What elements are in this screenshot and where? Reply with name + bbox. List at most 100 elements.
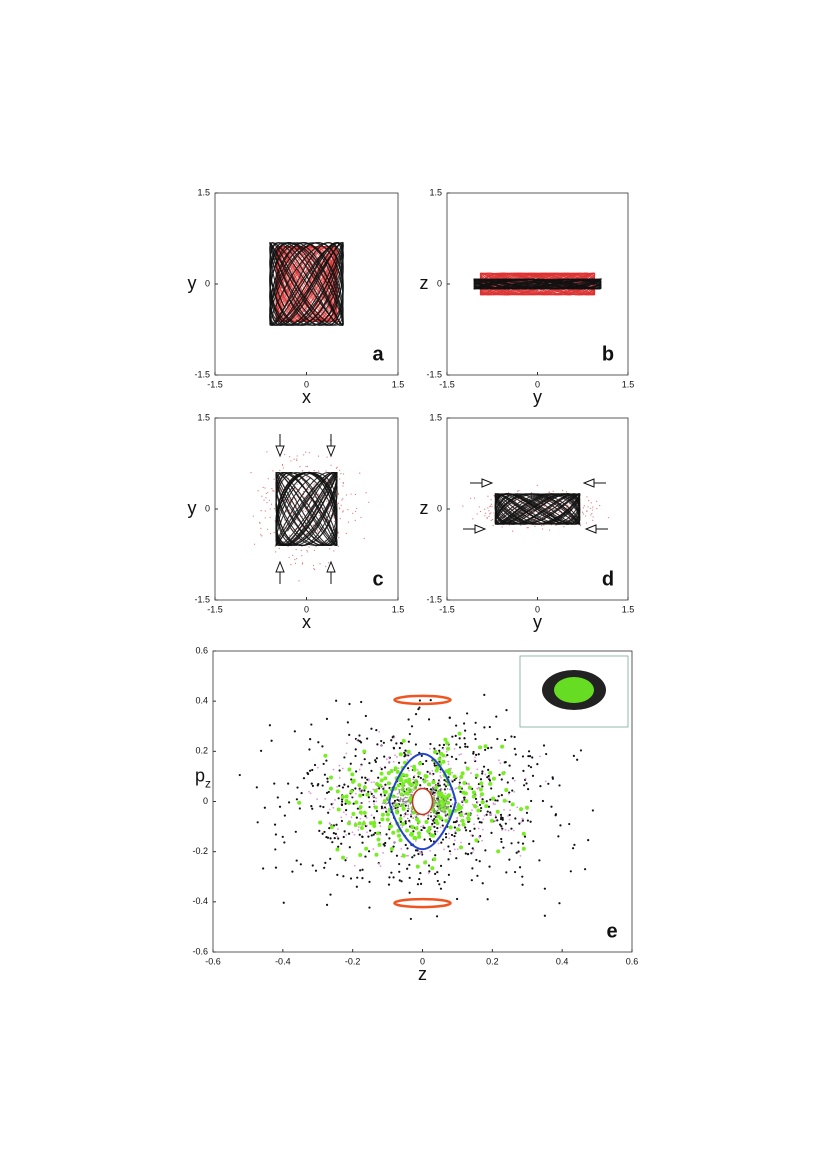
cloud-dot (486, 776, 489, 779)
cloud-dot (351, 811, 356, 816)
orbit-dot (331, 510, 333, 512)
cloud-dot (513, 870, 517, 874)
arrow (326, 560, 336, 584)
orbit-dot (295, 548, 297, 551)
orbit-dot (486, 516, 488, 519)
cloud-dot (487, 774, 490, 778)
cloud-dot (446, 788, 449, 790)
cloud-dot (300, 791, 303, 795)
cloud-dot (283, 841, 286, 844)
orbit-dot (360, 516, 362, 519)
cloud-dot (438, 883, 441, 886)
cloud-dot (418, 699, 422, 702)
cloud-dot (455, 724, 458, 727)
orbit-dot (306, 485, 308, 487)
cloud-dot (479, 792, 484, 797)
cloud-dot (437, 807, 440, 809)
orbit-dot (296, 459, 298, 462)
cloud-dot (527, 755, 530, 758)
orbit-dot (585, 522, 588, 524)
cloud-dot (432, 787, 434, 789)
x-tick-label: 1.5 (622, 379, 635, 389)
orbit-dot (314, 483, 316, 485)
cloud-dot (510, 735, 513, 738)
cloud-dot (507, 815, 509, 817)
cloud-dot (325, 759, 328, 762)
cloud-dot (357, 826, 360, 828)
cloud-dot (409, 917, 412, 921)
cloud-dot (390, 739, 393, 742)
cloud-dot (476, 787, 479, 790)
cloud-dot (367, 779, 370, 782)
cloud-dot (361, 868, 364, 871)
x-tick-label: 0.2 (486, 956, 499, 966)
cloud-dot (490, 831, 493, 834)
y-tick-label: -1.5 (426, 369, 442, 379)
cloud-dot (455, 820, 458, 823)
cloud-dot (426, 779, 429, 782)
x-tick-label: -0.2 (345, 956, 361, 966)
orbit-dot (302, 490, 305, 493)
cloud-dot (403, 813, 406, 816)
cloud-dot (433, 808, 436, 810)
cloud-dot (482, 818, 485, 821)
cloud-dot (338, 769, 341, 772)
cloud-dot (433, 814, 436, 817)
x-tick-label: -0.6 (205, 956, 221, 966)
cloud-dot (525, 782, 528, 785)
cloud-dot (403, 751, 406, 754)
cloud-dot (404, 753, 407, 756)
cloud-dot (296, 786, 299, 789)
cloud-dot (441, 796, 443, 799)
cloud-dot (340, 842, 343, 845)
cloud-dot (385, 803, 388, 805)
cloud-dot (383, 794, 386, 797)
orbit-dot (548, 509, 550, 511)
cloud-dot (364, 855, 367, 858)
cloud-dot (397, 761, 401, 764)
cloud-dot (404, 804, 407, 807)
cloud-dot (282, 901, 285, 904)
cloud-dot (360, 776, 364, 779)
orbit-dot (322, 507, 324, 509)
cloud-dot (508, 813, 511, 817)
cloud-dot (459, 790, 462, 793)
cloud-dot (311, 864, 314, 867)
cloud-dot (325, 835, 328, 839)
cloud-dot (388, 876, 391, 879)
cloud-dot (441, 759, 446, 764)
orbit-dot (583, 505, 585, 507)
cloud-dot (478, 745, 483, 750)
cloud-dot (419, 785, 422, 788)
inner-orbit (411, 787, 434, 816)
cloud-dot (439, 864, 443, 867)
cloud-dot (404, 820, 407, 823)
cloud-dot (476, 814, 479, 817)
orbit-dot (337, 532, 339, 534)
cloud-dot (426, 782, 431, 787)
orbit-dot (293, 524, 295, 526)
cloud-dot (347, 832, 351, 835)
cloud-dot (336, 785, 338, 788)
cloud-dot (381, 802, 384, 805)
orbit-dot (473, 497, 476, 499)
cloud-dot (297, 800, 302, 805)
cloud-dot (408, 769, 410, 772)
cloud-dot (403, 802, 405, 805)
cloud-dot (475, 794, 477, 796)
x-tick-label: 0 (420, 956, 425, 966)
cloud-dot (354, 800, 359, 805)
cloud-dot (396, 792, 399, 795)
cloud-dot (521, 831, 526, 836)
cloud-dot (436, 811, 440, 815)
cloud-dot (403, 815, 406, 818)
cloud-dot (317, 741, 320, 744)
cloud-dot (379, 833, 382, 836)
cloud-dot (522, 769, 525, 772)
cloud-dot (342, 875, 345, 878)
cloud-dot (367, 790, 370, 793)
cloud-dot (440, 841, 443, 844)
cloud-dot (401, 826, 404, 828)
cloud-dot (486, 747, 490, 750)
orbit-dot (607, 517, 610, 519)
